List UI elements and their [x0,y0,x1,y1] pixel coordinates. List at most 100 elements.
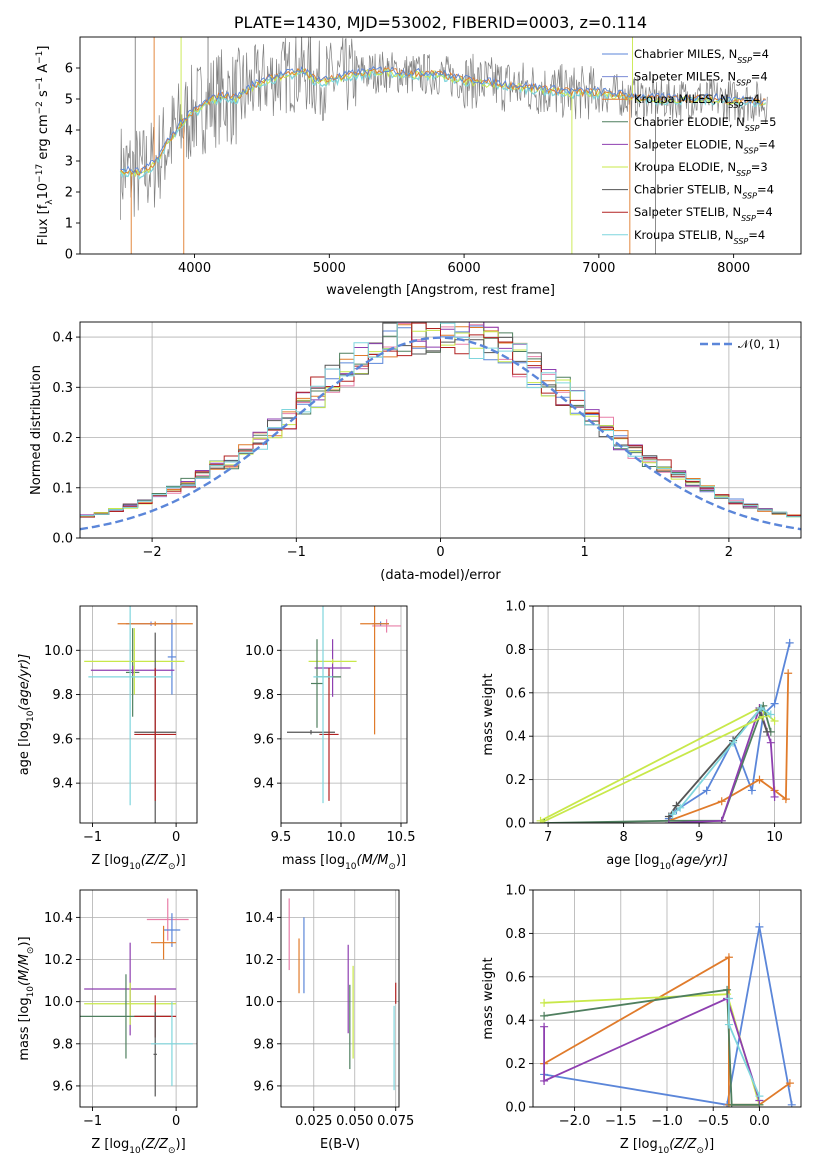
weight-vs-z-marker [727,1100,736,1107]
residuals-xtick-label: 0 [436,545,444,560]
weight-vs-z-series-chabrier_elodie [543,988,760,1106]
weight-vs-age-marker [747,786,756,795]
spectrum-ylabel: Flux [fλ10−17 erg cm−2 s−1 A−1] [35,46,55,246]
age-vs-mass-xlabel-part: ⊙ [388,862,396,872]
legend-entry: Chabrier ELODIE, NSSP=5 [634,115,776,133]
age-vs-mass-xtick-label: 10.5 [387,830,416,845]
age-vs-z-points [84,606,193,823]
residuals-axes: −2 −1 0 1 2 0.0 0.1 0.2 0.3 0.4 [52,322,801,560]
spectrum-data [119,37,768,254]
age-vs-z-xtick-label: −1 [83,830,102,845]
weight-vs-age-marker [784,669,793,678]
weight-vs-z-xtick-label: 0.0 [749,1114,770,1129]
weight-vs-age-series-kroupa_elodie [540,706,776,822]
legend-entry-part: Salpeter STELIB, N [634,205,741,219]
age-vs-mass-xlabel-part: )] [396,853,406,868]
spectrum-ylabel-part: ] [36,46,51,51]
legend-entry: Kroupa MILES, NSSP=4 [634,92,760,110]
spectrum-ylabel-part: s [36,90,51,101]
age-vs-z-ytick-label: 9.6 [52,732,73,747]
mass-vs-ebv-xtick-label: 0.025 [295,1114,332,1129]
legend-entry: Salpeter MILES, NSSP=4 [634,70,768,88]
mass-vs-ebv-ytick-label: 9.6 [253,1079,274,1094]
legend-entry: Kroupa ELODIE, NSSP=3 [634,160,768,178]
weight-vs-z-xlabel-part: ⊙ [696,1146,704,1156]
legend-entry-part: =5 [760,115,777,129]
spectrum-xtick-label: 6000 [448,261,481,276]
spectrum-ylabel-part: −1 [35,51,45,64]
mass-vs-ebv-xtick-label: 0.075 [377,1114,414,1129]
weight-vs-z-xtick-label: −0.5 [697,1114,729,1129]
residuals-ytick-label: 0.1 [52,481,73,496]
spectrum-xtick-label: 7000 [582,261,615,276]
weight-vs-age-marker [702,786,711,795]
residuals-xtick-label: −1 [287,545,306,560]
legend-entry-part: =4 [743,92,760,106]
mass-vs-z-ytick-label: 10.4 [44,911,73,926]
mass-vs-z-axes: −1 0 9.6 9.8 10.0 10.2 10.4 [44,890,197,1129]
spectrum-frame [79,36,802,255]
weight-vs-age-ylabel: mass weight [481,673,496,755]
legend-entry-part: SSP [737,56,752,65]
residuals-histograms [80,322,801,531]
weight-vs-z-xtick-label: −1.0 [651,1114,683,1129]
weight-vs-age-xtick-label: 9 [695,830,703,845]
residuals-frame [79,321,802,539]
age-vs-z-xtick-label: 0 [172,830,180,845]
legend-entry: Salpeter ELODIE, NSSP=4 [634,137,775,155]
residuals-xtick-label: −2 [143,545,162,560]
age-vs-mass-ytick-label: 10.0 [245,644,274,659]
legend-entry-part: =4 [757,183,774,197]
spectrum-ylabel-part: −1 [35,77,45,90]
weight-vs-z-marker [540,998,549,1007]
legend-entry-part: SSP [741,214,756,223]
mass-vs-z-xtick-label: 0 [172,1114,180,1129]
weight-vs-z-ytick-label: 0.4 [505,1014,526,1029]
weight-vs-age-marker [717,797,726,806]
age-vs-z-xlabel-part: ⊙ [168,862,176,872]
spectrum-xtick-label: 8000 [717,261,750,276]
weight-vs-age-marker [756,703,765,712]
spectrum-xtick-label: 4000 [178,261,211,276]
spectrum-ytick-label: 6 [65,62,73,77]
weight-vs-z-marker [724,1020,733,1029]
weight-vs-age-marker [781,795,790,804]
weight-vs-z-ytick-label: 0.2 [505,1057,526,1072]
mass-vs-z-ytick-label: 9.6 [52,1079,73,1094]
age-vs-mass-frame [280,605,408,824]
weight-vs-age-marker [536,819,545,823]
legend-entry-part: Kroupa ELODIE, N [634,160,736,174]
spectrum-ylabel-part: Flux [f [36,204,51,245]
weight-vs-age-ytick-label: 0.2 [505,773,526,788]
weight-vs-z-xlabel-part: 10 [658,1146,670,1156]
mass-vs-ebv-xlabel: E(B-V) [320,1137,360,1152]
mass-vs-z-xlabel: Z [log10(Z/Z⊙)] [91,1137,185,1156]
mass-vs-z-xtick-label: −1 [83,1114,102,1129]
weight-vs-age-ytick-label: 1.0 [505,600,526,615]
weight-vs-z-marker [785,1079,794,1088]
legend-entry-part: Kroupa MILES, N [634,92,729,106]
weight-vs-age-marker [766,710,775,719]
weight-vs-age-series-kroupa_elodie [540,715,764,823]
legend-entry-part: SSP [736,169,751,178]
age-vs-mass-xlabel-part: (M/M [357,853,389,868]
weight-vs-z-xtick-label: −1.5 [605,1114,637,1129]
legend-entry-part: SSP [744,146,759,155]
weight-vs-z-lines [540,922,796,1107]
residuals-hist-kroupa_stelib [80,322,801,519]
legend-entry-part: =4 [751,70,768,84]
weight-vs-z-ytick-label: 0.6 [505,970,526,985]
legend-entry-part: =3 [751,160,768,174]
mass-vs-ebv-xtick-label: 0.050 [336,1114,373,1129]
mass-vs-z-ylabel-part: 10 [26,986,36,998]
residuals-ytick-label: 0.3 [52,381,73,396]
legend-entry-part: SSP [736,78,751,87]
weight-vs-age-frame [532,605,802,824]
legend-entry-part: Salpeter ELODIE, N [634,137,744,151]
weight-vs-age-series-salpeter_elodie [668,705,776,823]
residuals-ytick-label: 0.4 [52,331,73,346]
weight-vs-age-ytick-label: 0.8 [505,643,526,658]
legend-entry-part: =4 [752,47,769,61]
residuals-xlabel: (data-model)/error [380,568,501,583]
